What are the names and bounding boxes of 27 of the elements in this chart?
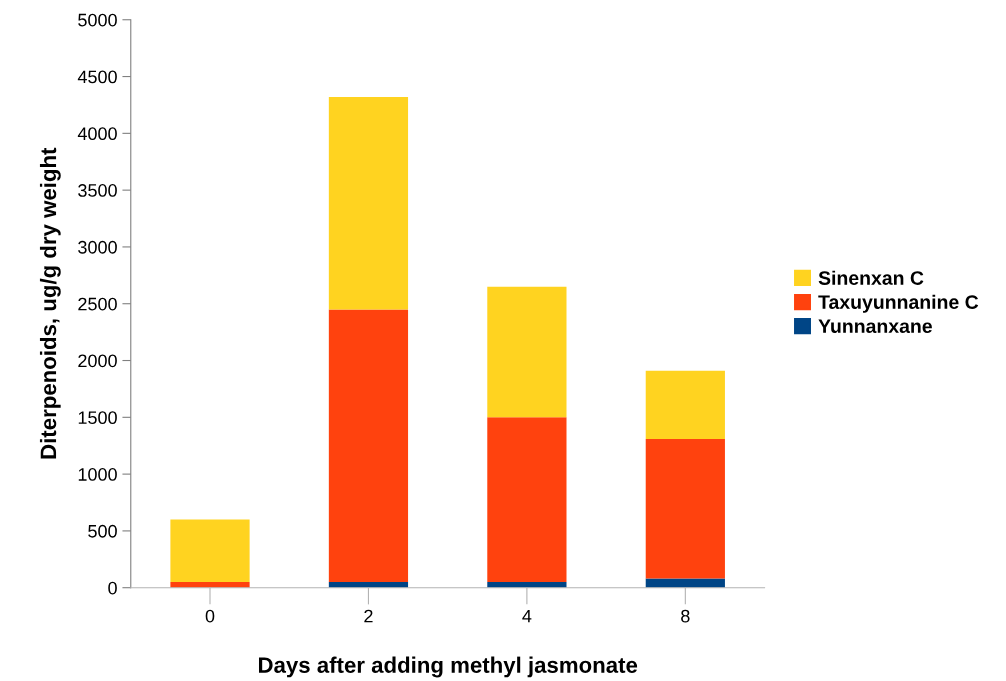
x-axis-title: Days after adding methyl jasmonate: [258, 656, 638, 678]
bar: [328, 96, 409, 310]
legend-label: Sinenxan C: [818, 270, 924, 285]
y-tick-label: 1500: [78, 411, 117, 425]
bar: [487, 286, 567, 418]
bar: [487, 417, 567, 583]
legend-label: Yunnanxane: [818, 319, 932, 334]
bar: [328, 309, 409, 583]
y-tick-label: 1000: [78, 468, 117, 481]
y-tick-label: 4500: [77, 70, 117, 84]
x-tick-label: 2: [364, 609, 373, 623]
y-tick-label: 500: [88, 524, 117, 538]
y-tick-label: 2500: [78, 297, 117, 311]
y-tick-label: 0: [108, 581, 117, 595]
y-tick-label: 5000: [78, 13, 117, 27]
bar: [645, 370, 725, 439]
y-tick-label: 3000: [78, 240, 117, 254]
y-axis-title: Diterpenoids, ug/g dry weight: [39, 147, 61, 459]
y-tick-label: 4000: [77, 127, 117, 141]
y-tick-label: 2000: [78, 354, 117, 368]
bar: [645, 438, 725, 579]
bar: [170, 519, 250, 583]
x-tick-label: 4: [522, 609, 532, 623]
x-tick-label: 0: [205, 609, 215, 623]
y-tick-label: 3500: [78, 184, 117, 197]
legend-label: Taxuyunnanine C: [818, 294, 979, 313]
x-tick-label: 8: [681, 609, 690, 623]
